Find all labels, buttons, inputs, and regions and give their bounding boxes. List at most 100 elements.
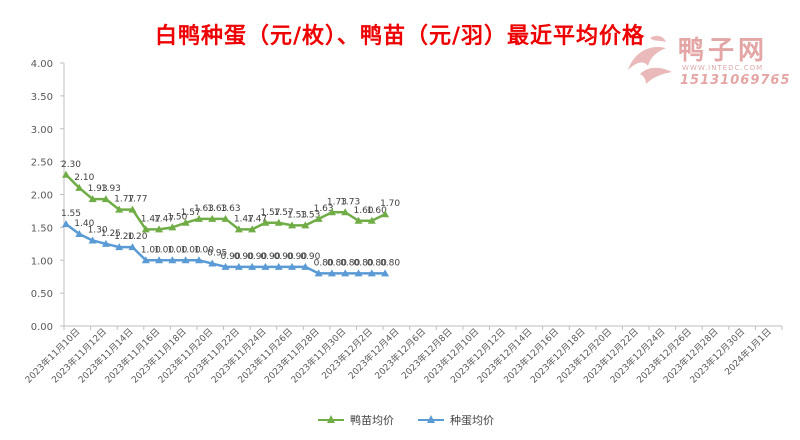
data-label-ducklings: 1.47	[247, 214, 267, 224]
y-tick-label: 0.50	[31, 289, 53, 300]
data-point-eggs	[141, 256, 150, 264]
data-point-eggs	[101, 239, 110, 247]
data-point-ducklings	[168, 223, 177, 231]
data-point-ducklings	[208, 214, 217, 222]
data-point-eggs	[168, 256, 177, 264]
legend-item-ducklings: 鸭苗均价	[318, 412, 394, 428]
y-tick-label: 1.00	[31, 256, 53, 267]
legend-key-ducklings	[318, 415, 344, 425]
data-point-eggs	[234, 262, 243, 270]
data-point-ducklings	[62, 170, 70, 178]
data-point-ducklings	[101, 195, 110, 203]
data-point-ducklings	[327, 208, 336, 216]
data-point-ducklings	[248, 225, 257, 233]
data-label-eggs: 0.90	[234, 252, 254, 262]
data-label-ducklings: 2.30	[61, 160, 81, 170]
data-point-ducklings	[194, 214, 203, 222]
data-point-eggs	[367, 269, 376, 277]
watermark: 鸭子网 WWW.INTEDC.COM 15131069765	[620, 30, 790, 90]
data-label-eggs: 0.80	[367, 258, 387, 268]
data-point-ducklings	[115, 205, 124, 213]
data-label-eggs: 0.80	[327, 258, 347, 268]
data-label-ducklings: 1.47	[141, 214, 161, 224]
data-point-eggs	[221, 262, 230, 270]
data-point-eggs	[301, 262, 310, 270]
data-label-eggs: 0.80	[340, 258, 360, 268]
duck-logo-icon	[628, 35, 672, 84]
data-label-ducklings: 1.70	[380, 199, 400, 209]
data-label-eggs: 0.80	[380, 258, 400, 268]
y-tick-label: 3.50	[31, 92, 53, 103]
data-label-ducklings: 1.47	[234, 214, 254, 224]
data-point-eggs	[261, 262, 270, 270]
chart-legend: 鸭苗均价 种蛋均价	[318, 412, 494, 428]
data-label-eggs: 1.00	[167, 245, 187, 255]
y-tick-label: 0.00	[31, 322, 53, 333]
data-label-eggs: 1.00	[141, 245, 161, 255]
data-point-eggs	[327, 269, 336, 277]
data-point-eggs	[381, 269, 390, 277]
legend-label-ducklings: 鸭苗均价	[350, 414, 394, 427]
data-label-eggs: 1.55	[61, 209, 81, 219]
data-label-ducklings: 1.63	[194, 204, 214, 214]
data-label-ducklings: 1.93	[101, 184, 121, 194]
data-label-eggs: 1.00	[181, 245, 201, 255]
data-point-ducklings	[381, 210, 390, 218]
data-point-eggs	[248, 262, 257, 270]
data-point-ducklings	[301, 221, 310, 229]
data-label-ducklings: 1.77	[114, 195, 134, 205]
data-label-ducklings: 1.93	[88, 184, 108, 194]
data-point-eggs	[62, 220, 70, 228]
data-point-ducklings	[75, 183, 84, 191]
data-point-ducklings	[314, 214, 323, 222]
data-label-eggs: 0.80	[353, 258, 373, 268]
data-label-eggs: 0.80	[314, 258, 334, 268]
watermark-phone: 15131069765	[680, 73, 791, 88]
data-point-ducklings	[341, 208, 350, 216]
data-label-ducklings: 1.73	[327, 197, 347, 207]
data-point-ducklings	[234, 225, 243, 233]
data-label-ducklings: 1.60	[367, 206, 387, 216]
data-label-ducklings: 1.47	[154, 214, 174, 224]
legend-label-eggs: 种蛋均价	[450, 414, 494, 427]
chart-title: 白鸭种蛋（元/枚）、鸭苗（元/羽）最近平均价格	[154, 24, 646, 49]
data-label-ducklings: 1.53	[300, 210, 320, 220]
data-point-ducklings	[141, 225, 150, 233]
data-label-eggs: 0.90	[287, 252, 307, 262]
data-point-eggs	[181, 256, 190, 264]
data-label-eggs: 0.90	[221, 252, 241, 262]
data-label-eggs: 0.95	[207, 249, 227, 259]
data-label-eggs: 1.20	[127, 232, 147, 242]
watermark-name: 鸭子网	[678, 36, 769, 66]
data-point-eggs	[314, 269, 323, 277]
y-tick-label: 2.00	[31, 191, 53, 202]
y-tick-label: 4.00	[31, 59, 53, 70]
data-label-eggs: 0.90	[260, 252, 280, 262]
data-label-ducklings: 1.57	[260, 208, 280, 218]
data-label-ducklings: 1.77	[127, 195, 147, 205]
y-tick-label: 2.50	[31, 158, 53, 169]
data-point-eggs	[194, 256, 203, 264]
data-label-ducklings: 2.10	[74, 173, 94, 183]
data-point-ducklings	[128, 205, 137, 213]
data-label-ducklings: 1.63	[221, 204, 241, 214]
data-point-eggs	[155, 256, 164, 264]
data-point-ducklings	[221, 214, 230, 222]
data-point-eggs	[128, 243, 137, 251]
data-label-eggs: 1.25	[101, 229, 121, 239]
data-point-eggs	[341, 269, 350, 277]
data-point-eggs	[354, 269, 363, 277]
data-label-ducklings: 1.53	[287, 210, 307, 220]
data-point-eggs	[288, 262, 297, 270]
data-label-ducklings: 1.50	[167, 212, 187, 222]
data-label-ducklings: 1.63	[207, 204, 227, 214]
data-label-eggs: 0.90	[300, 252, 320, 262]
data-point-eggs	[75, 229, 84, 237]
data-label-ducklings: 1.73	[340, 197, 360, 207]
data-point-ducklings	[88, 195, 97, 203]
y-tick-label: 1.50	[31, 223, 53, 234]
watermark-url: WWW.INTEDC.COM	[682, 64, 764, 72]
data-label-ducklings: 1.57	[274, 208, 294, 218]
